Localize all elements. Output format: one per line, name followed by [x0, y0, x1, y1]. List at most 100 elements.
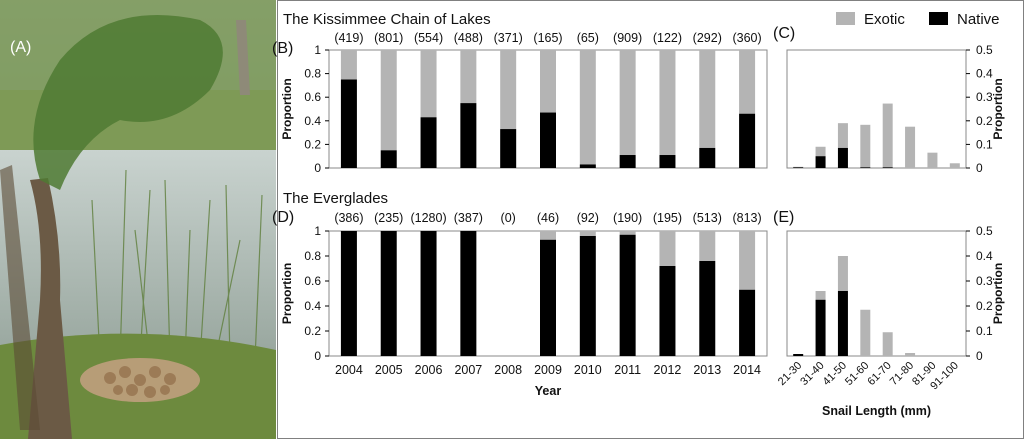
sample-size-label: (909) [613, 31, 642, 45]
sample-size-label: (386) [334, 211, 363, 225]
x-tick-label: 51-60 [843, 360, 871, 388]
bar-native-2006 [420, 117, 437, 168]
bar-native-2009 [540, 239, 556, 356]
sample-size-label: (801) [374, 31, 403, 45]
bar-native-2005 [380, 150, 397, 168]
bar-exotic-2007 [460, 50, 477, 104]
bar-exotic-2012 [659, 50, 676, 156]
bar-native-21-30 [793, 354, 804, 356]
bar-exotic-51-60 [860, 309, 871, 356]
y-tick-label: 0.8 [304, 249, 321, 263]
bar-exotic-51-60 [860, 124, 871, 168]
sample-size-label: (387) [454, 211, 483, 225]
panel-letter-d: (D) [272, 209, 294, 226]
sample-size-label: (554) [414, 31, 443, 45]
sample-size-label: (0) [501, 211, 516, 225]
sample-size-label: (65) [577, 31, 599, 45]
sample-size-label: (122) [653, 31, 682, 45]
y-tick-label: 0.2 [304, 137, 321, 151]
x-tick-label: 2012 [654, 363, 682, 377]
bar-native-51-60 [860, 167, 871, 168]
bar-native-21-30 [793, 167, 804, 168]
x-tick-label: 61-70 [865, 360, 893, 388]
bar-exotic-2008 [500, 50, 517, 130]
bar-exotic-31-40 [815, 291, 826, 300]
bar-exotic-41-50 [837, 123, 848, 148]
panel-letter-e: (E) [773, 209, 794, 226]
y-tick-label: 0.6 [304, 274, 321, 288]
chart-b-title: The Kissimmee Chain of Lakes [283, 11, 491, 28]
bar-native-41-50 [837, 291, 848, 356]
y-axis-label: Proportion [991, 263, 1005, 324]
chart-b-kissimmee: 0 0.2 0.4 0.6 0.8 1 Proportion (419) (801) (554) (… [280, 31, 768, 175]
x-tick-label: 41-50 [821, 360, 849, 388]
y-tick-label: 0 [976, 349, 983, 363]
y-tick-label: 0.4 [976, 249, 993, 263]
sample-size-label: (1280) [410, 211, 446, 225]
bar-exotic-61-70 [882, 332, 893, 356]
bar-exotic-2011 [619, 231, 636, 235]
bar-native-2012 [659, 155, 676, 168]
y-tick-label: 0.3 [976, 274, 993, 288]
y-tick-label: 0.4 [304, 299, 321, 313]
x-tick-label: 2008 [494, 363, 522, 377]
x-tick-label: 71-80 [888, 360, 916, 388]
y-tick-label: 0.5 [976, 43, 993, 57]
x-tick-label: 2005 [375, 363, 403, 377]
bar-native-2012 [659, 266, 676, 356]
y-tick-label: 1 [314, 43, 321, 57]
bar-exotic-2005 [380, 50, 397, 151]
x-tick-label: 2013 [693, 363, 721, 377]
chart-d-everglades: 0 0.2 0.4 0.6 0.8 1 Proportion (386) 2004 (235) 20… [280, 211, 768, 398]
bar-exotic-61-70 [882, 103, 893, 168]
bar-native-2014 [739, 113, 756, 168]
sample-size-label: (371) [494, 31, 523, 45]
bar-exotic-2010 [579, 231, 596, 236]
y-tick-label: 0.6 [304, 90, 321, 104]
bar-exotic-2013 [699, 231, 716, 261]
wetland-photo-drawing [0, 0, 276, 439]
bar-exotic-2013 [699, 50, 716, 148]
sample-size-label: (165) [533, 31, 562, 45]
chart-c-kissimmee-length: 0 0.1 0.2 0.3 0.4 0.5 Proportion [786, 43, 1005, 175]
bar-native-2007 [460, 231, 477, 356]
chart-d-title: The Everglades [283, 190, 388, 207]
y-axis-label: Proportion [280, 263, 294, 324]
x-axis-label: Year [535, 384, 562, 398]
bar-exotic-81-90 [927, 152, 938, 168]
y-axis-label: Proportion [280, 78, 294, 139]
x-tick-label: 2009 [534, 363, 562, 377]
bar-exotic-2004 [340, 50, 357, 80]
y-tick-label: 0.2 [976, 114, 993, 128]
bar-native-2010 [579, 164, 596, 168]
y-tick-label: 0.2 [976, 299, 993, 313]
bar-exotic-41-50 [837, 256, 848, 291]
sample-size-label: (235) [374, 211, 403, 225]
bar-native-2010 [579, 236, 596, 356]
sample-size-label: (419) [334, 31, 363, 45]
legend-native-swatch [929, 12, 948, 25]
chart-e-everglades-length: 0 0.1 0.2 0.3 0.4 0.5 Proportion 21-3031-4041-5… [776, 224, 1005, 418]
bar-native-2014 [739, 289, 756, 356]
bar-native-2004 [340, 231, 357, 356]
bar-native-41-50 [837, 147, 848, 168]
bar-native-2008 [500, 129, 517, 168]
sample-size-label: (813) [732, 211, 761, 225]
bar-native-2006 [420, 231, 437, 356]
bar-native-2009 [540, 112, 556, 168]
y-tick-label: 0.2 [304, 324, 321, 338]
y-tick-label: 0.1 [976, 137, 993, 151]
bar-exotic-2010 [579, 50, 596, 165]
bar-native-2013 [699, 261, 716, 356]
sample-size-label: (195) [653, 211, 682, 225]
bar-native-2011 [619, 234, 636, 356]
sample-size-label: (488) [454, 31, 483, 45]
wetland-photo [0, 0, 276, 439]
legend-native-label: Native [957, 11, 1000, 28]
x-tick-label: 2006 [415, 363, 443, 377]
y-axis-label: Proportion [991, 78, 1005, 139]
bar-native-61-70 [882, 167, 893, 168]
plot-frame [786, 230, 967, 357]
bar-exotic-2011 [619, 50, 636, 156]
